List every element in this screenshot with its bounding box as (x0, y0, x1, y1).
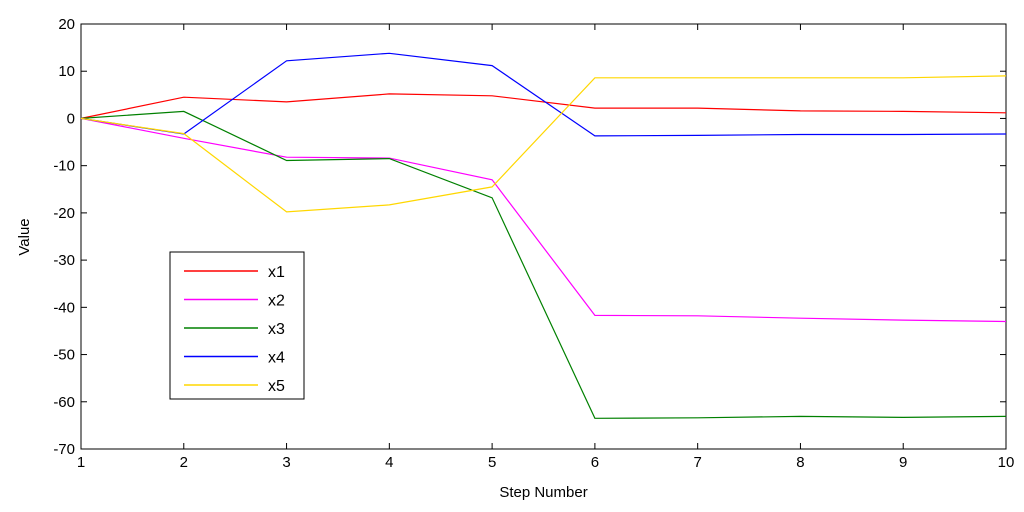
x-tick-label: 5 (488, 454, 496, 471)
legend-box (169, 251, 305, 400)
x-axis-label: Step Number (499, 484, 587, 501)
x-tick-label: 2 (180, 454, 188, 471)
legend-label-x4: x4 (268, 350, 285, 367)
series-line-x3 (80, 110, 1007, 419)
x-tick-label: 6 (591, 454, 599, 471)
y-tick-label: 10 (58, 63, 75, 80)
y-tick-label: 0 (67, 110, 75, 127)
y-tick-label: -30 (53, 252, 75, 269)
series-line-x1 (80, 93, 1007, 119)
legend-label-x2: x2 (268, 293, 285, 310)
y-tick-label: -70 (53, 441, 75, 458)
y-tick-label: -20 (53, 205, 75, 222)
y-tick-label: 20 (58, 16, 75, 33)
series-line-x4 (80, 52, 1007, 137)
x-tick-label: 4 (385, 454, 393, 471)
series-line-x2 (80, 117, 1007, 323)
y-tick-label: -50 (53, 347, 75, 364)
x-tick-label: 7 (693, 454, 701, 471)
series-lines (80, 52, 1007, 419)
y-axis-label: Value (16, 218, 33, 255)
x-tick-label: 9 (899, 454, 907, 471)
series-line-x5 (80, 75, 1007, 213)
legend-label-x1: x1 (268, 264, 285, 281)
x-tick-label: 8 (796, 454, 804, 471)
x-tick-label: 10 (998, 454, 1015, 471)
y-tick-label: -10 (53, 158, 75, 175)
y-tick-label: -40 (53, 299, 75, 316)
axis-ticks: 1 2 3 4 5 6 7 8 9 10 20 10 0 -10 -20 -30 -40 -50 -60 -70 (53, 16, 1014, 471)
x-tick-label: 1 (77, 454, 85, 471)
legend-label-x3: x3 (268, 321, 285, 338)
x-tick-label: 3 (282, 454, 290, 471)
legend-label-x5: x5 (268, 378, 285, 395)
y-tick-label: -60 (53, 394, 75, 411)
legend: x1 x2 x3 x4 x5 (169, 251, 305, 400)
